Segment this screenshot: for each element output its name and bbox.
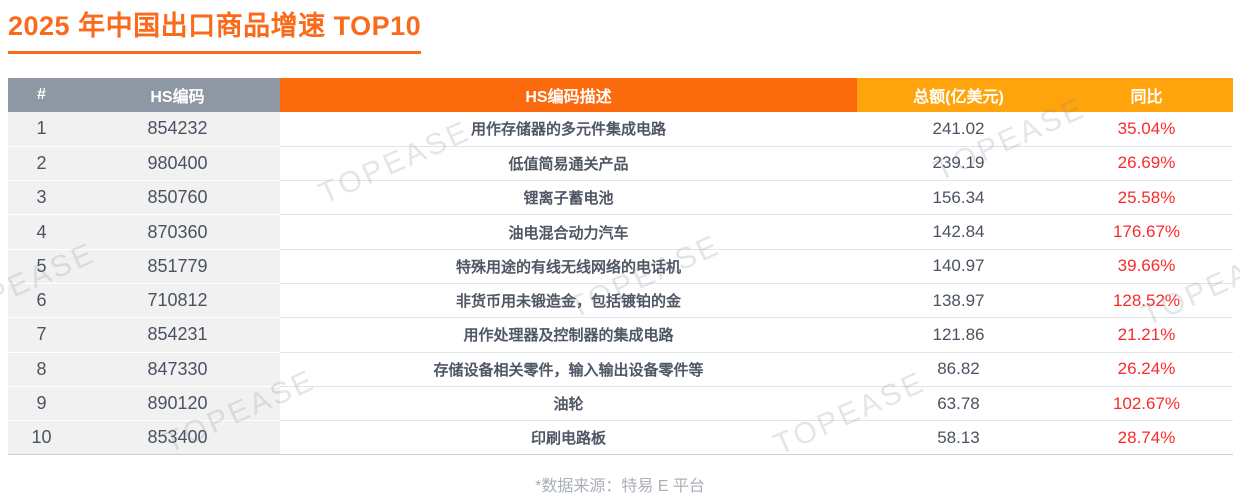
cell-yoy: 128.52% bbox=[1060, 283, 1233, 319]
cell-total: 138.97 bbox=[857, 283, 1060, 319]
cell-rank: 6 bbox=[8, 283, 75, 319]
cell-rank: 7 bbox=[8, 317, 75, 353]
cell-yoy: 25.58% bbox=[1060, 180, 1233, 216]
cell-description: 非货币用未锻造金，包括镀铂的金 bbox=[280, 283, 857, 319]
table-row: 4 870360 油电混合动力汽车 142.84 176.67% bbox=[8, 214, 1233, 250]
cell-description: 存储设备相关零件，输入输出设备零件等 bbox=[280, 352, 857, 387]
cell-yoy: 176.67% bbox=[1060, 214, 1233, 250]
table-row: 5 851779 特殊用途的有线无线网络的电话机 140.97 39.66% bbox=[8, 249, 1233, 284]
col-header-hscode: HS编码 bbox=[75, 78, 280, 112]
cell-hscode: 980400 bbox=[75, 146, 280, 182]
col-header-total: 总额(亿美元) bbox=[857, 78, 1060, 112]
cell-rank: 3 bbox=[8, 180, 75, 216]
cell-yoy: 26.24% bbox=[1060, 352, 1233, 387]
cell-rank: 5 bbox=[8, 249, 75, 284]
table-row: 10 853400 印刷电路板 58.13 28.74% bbox=[8, 420, 1233, 456]
cell-rank: 10 bbox=[8, 420, 75, 456]
table-body: 1 854232 用作存储器的多元件集成电路 241.02 35.04% 2 9… bbox=[8, 112, 1233, 456]
cell-total: 142.84 bbox=[857, 214, 1060, 250]
table-row: 1 854232 用作存储器的多元件集成电路 241.02 35.04% bbox=[8, 112, 1233, 147]
table-header: # HS编码 HS编码描述 总额(亿美元) 同比 bbox=[8, 78, 1233, 112]
cell-total: 140.97 bbox=[857, 249, 1060, 284]
cell-yoy: 21.21% bbox=[1060, 317, 1233, 353]
cell-hscode: 890120 bbox=[75, 386, 280, 422]
cell-total: 239.19 bbox=[857, 146, 1060, 182]
cell-rank: 1 bbox=[8, 112, 75, 147]
top10-table: # HS编码 HS编码描述 总额(亿美元) 同比 1 854232 用作存储器的… bbox=[8, 78, 1233, 456]
cell-total: 63.78 bbox=[857, 386, 1060, 422]
cell-yoy: 102.67% bbox=[1060, 386, 1233, 422]
cell-yoy: 39.66% bbox=[1060, 249, 1233, 284]
cell-description: 特殊用途的有线无线网络的电话机 bbox=[280, 249, 857, 284]
cell-hscode: 854232 bbox=[75, 112, 280, 147]
cell-rank: 9 bbox=[8, 386, 75, 422]
cell-description: 用作存储器的多元件集成电路 bbox=[280, 112, 857, 147]
table-row: 8 847330 存储设备相关零件，输入输出设备零件等 86.82 26.24% bbox=[8, 352, 1233, 387]
table-row: 7 854231 用作处理器及控制器的集成电路 121.86 21.21% bbox=[8, 317, 1233, 353]
cell-description: 锂离子蓄电池 bbox=[280, 180, 857, 216]
cell-hscode: 710812 bbox=[75, 283, 280, 319]
col-header-yoy: 同比 bbox=[1060, 78, 1233, 112]
table-row: 2 980400 低值简易通关产品 239.19 26.69% bbox=[8, 146, 1233, 182]
cell-total: 86.82 bbox=[857, 352, 1060, 387]
cell-hscode: 870360 bbox=[75, 214, 280, 250]
header-row: # HS编码 HS编码描述 总额(亿美元) 同比 bbox=[8, 78, 1233, 112]
cell-hscode: 853400 bbox=[75, 420, 280, 456]
col-header-description: HS编码描述 bbox=[280, 78, 857, 112]
cell-yoy: 26.69% bbox=[1060, 146, 1233, 182]
cell-total: 156.34 bbox=[857, 180, 1060, 216]
table-row: 3 850760 锂离子蓄电池 156.34 25.58% bbox=[8, 180, 1233, 216]
cell-total: 58.13 bbox=[857, 420, 1060, 456]
cell-hscode: 847330 bbox=[75, 352, 280, 387]
cell-yoy: 28.74% bbox=[1060, 420, 1233, 456]
cell-hscode: 854231 bbox=[75, 317, 280, 353]
cell-total: 241.02 bbox=[857, 112, 1060, 147]
cell-yoy: 35.04% bbox=[1060, 112, 1233, 147]
table-row: 9 890120 油轮 63.78 102.67% bbox=[8, 386, 1233, 422]
cell-rank: 8 bbox=[8, 352, 75, 387]
col-header-rank: # bbox=[8, 78, 75, 112]
cell-rank: 2 bbox=[8, 146, 75, 182]
page-title: 2025 年中国出口商品增速 TOP10 bbox=[8, 8, 422, 54]
title-block: 2025 年中国出口商品增速 TOP10 bbox=[8, 8, 422, 54]
data-source-note: *数据来源：特易 E 平台 bbox=[535, 478, 705, 495]
cell-total: 121.86 bbox=[857, 317, 1060, 353]
cell-description: 油电混合动力汽车 bbox=[280, 214, 857, 250]
cell-description: 印刷电路板 bbox=[280, 420, 857, 456]
table-row: 6 710812 非货币用未锻造金，包括镀铂的金 138.97 128.52% bbox=[8, 283, 1233, 319]
cell-hscode: 851779 bbox=[75, 249, 280, 284]
cell-description: 用作处理器及控制器的集成电路 bbox=[280, 317, 857, 353]
cell-rank: 4 bbox=[8, 214, 75, 250]
cell-description: 油轮 bbox=[280, 386, 857, 422]
cell-description: 低值简易通关产品 bbox=[280, 146, 857, 182]
cell-hscode: 850760 bbox=[75, 180, 280, 216]
